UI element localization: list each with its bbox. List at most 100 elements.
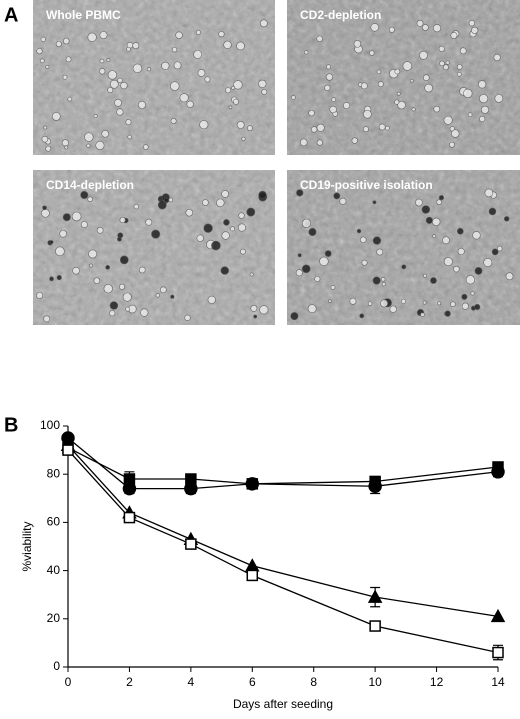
cell <box>228 105 233 110</box>
x-axis-label: Days after seeding <box>233 697 333 711</box>
cell <box>493 53 501 62</box>
cell <box>356 228 362 234</box>
cell <box>472 231 481 240</box>
cell <box>87 32 97 42</box>
cell <box>179 93 189 103</box>
cell <box>40 36 46 42</box>
cell <box>503 216 510 222</box>
cell <box>93 277 101 284</box>
cell <box>117 236 122 242</box>
cell <box>433 105 441 113</box>
cell <box>72 266 80 275</box>
cell <box>438 45 445 52</box>
cell <box>401 298 407 304</box>
cell <box>119 283 126 290</box>
cell <box>195 29 201 35</box>
cell <box>307 304 317 314</box>
cell <box>109 310 116 317</box>
cell <box>101 129 109 138</box>
cell <box>197 69 206 77</box>
cell <box>394 99 400 105</box>
cell <box>402 61 413 71</box>
cell <box>295 269 303 277</box>
marker <box>367 589 383 603</box>
cell <box>62 74 68 80</box>
cell <box>445 60 450 65</box>
cell <box>369 50 375 56</box>
cell <box>237 223 247 232</box>
y-tick-label: 80 <box>47 466 61 480</box>
series-line <box>67 447 499 485</box>
cell <box>41 135 49 143</box>
cell <box>449 141 455 148</box>
cell <box>471 26 479 34</box>
cell <box>185 208 194 217</box>
x-tick-label: 14 <box>491 675 505 689</box>
cell <box>259 19 268 28</box>
cell <box>64 145 69 150</box>
cell <box>170 118 177 124</box>
cell <box>483 257 493 267</box>
cell <box>468 19 476 27</box>
image-label: CD2-depletion <box>300 8 381 22</box>
cell <box>411 107 416 112</box>
cell <box>299 138 308 147</box>
cell <box>218 31 225 38</box>
cell <box>439 60 445 67</box>
cell <box>381 282 386 287</box>
cell <box>43 315 51 323</box>
series-line <box>67 437 499 490</box>
cell <box>376 69 382 75</box>
cell <box>246 207 256 217</box>
cell <box>49 240 54 244</box>
cell <box>99 31 108 40</box>
cell <box>465 275 475 285</box>
cell <box>161 61 170 71</box>
cell <box>480 105 490 114</box>
cell <box>479 115 486 123</box>
cell <box>99 58 105 64</box>
cell <box>155 293 160 298</box>
cell <box>103 284 113 294</box>
cell <box>494 94 504 103</box>
cell <box>216 198 225 208</box>
cell <box>151 229 161 239</box>
cell <box>232 98 239 105</box>
marker <box>492 461 504 473</box>
cell <box>291 95 296 100</box>
marker <box>490 608 506 623</box>
cell <box>230 226 235 232</box>
cell <box>117 77 123 84</box>
cell <box>377 81 384 88</box>
cell <box>36 48 43 55</box>
cell <box>138 266 146 274</box>
cell <box>436 199 442 205</box>
cell <box>186 100 194 108</box>
cell <box>308 109 315 117</box>
marker <box>185 473 197 485</box>
cell <box>145 218 153 226</box>
marker <box>62 444 74 456</box>
cell <box>41 208 50 218</box>
cell <box>385 125 390 131</box>
marker <box>246 569 259 582</box>
cell <box>196 234 204 242</box>
cell <box>324 250 332 257</box>
cell <box>109 301 119 310</box>
cell <box>396 91 401 96</box>
cell <box>170 81 180 91</box>
cell <box>126 46 131 52</box>
cell <box>43 125 48 130</box>
cell <box>394 68 401 75</box>
cell <box>51 112 61 121</box>
cell <box>127 134 132 140</box>
y-tick-label: 20 <box>47 611 61 625</box>
cell <box>422 300 427 305</box>
cell <box>42 205 47 211</box>
cell <box>444 310 451 317</box>
cell <box>84 132 94 142</box>
cell <box>496 245 503 252</box>
cell <box>424 83 433 93</box>
cell <box>258 190 267 199</box>
cell <box>425 216 433 224</box>
